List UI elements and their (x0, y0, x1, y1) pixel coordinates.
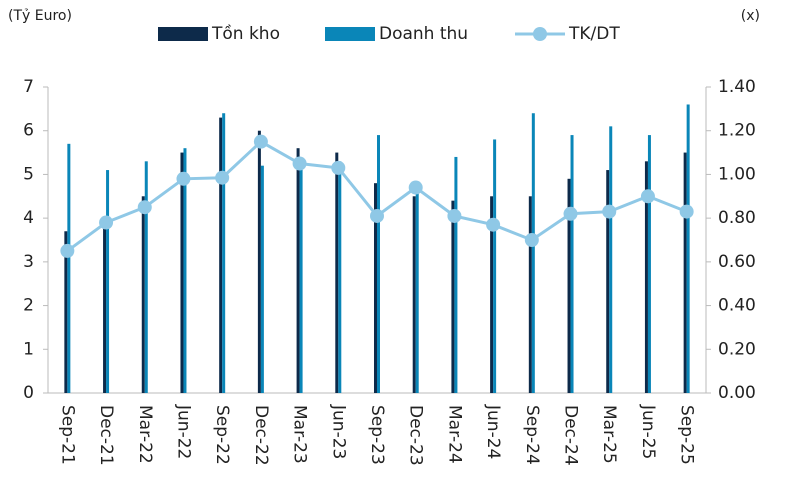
y-tick-label: 1 (23, 339, 34, 359)
bar (415, 183, 419, 393)
bar (64, 231, 68, 393)
bar (609, 126, 613, 393)
bar (106, 170, 110, 393)
x-tick-label: Mar-25 (599, 405, 619, 464)
bar (377, 135, 380, 394)
bar (338, 161, 342, 393)
x-tick-label: Jun-25 (638, 404, 658, 459)
marker (524, 233, 539, 247)
marker (563, 206, 578, 221)
y-tick-label: 5 (23, 164, 34, 184)
legend-swatch (325, 27, 375, 41)
marker (602, 204, 617, 219)
x-tick-label: Mar-24 (444, 405, 464, 464)
marker (292, 156, 307, 171)
y-axis-label: (Tỷ Euro) (8, 8, 72, 24)
legend-label: TK/DT (568, 24, 620, 44)
bar (683, 152, 687, 393)
y-tick-label: 7 (23, 77, 34, 97)
bar (454, 156, 458, 393)
x-tick-label: Dec-21 (96, 405, 116, 466)
marker (99, 215, 114, 230)
bar (374, 183, 377, 393)
bar (606, 170, 610, 393)
marker (408, 180, 423, 195)
bar (180, 152, 184, 393)
x-tick-label: Sep-22 (212, 405, 232, 465)
bar (493, 139, 497, 393)
y-tick-label: 2 (23, 296, 34, 316)
marker (370, 208, 384, 223)
bar (567, 178, 571, 393)
x-tick-label: Sep-23 (367, 405, 387, 465)
marker (640, 189, 655, 204)
x-tick-label: Dec-23 (406, 405, 426, 466)
marker (215, 170, 230, 185)
bar (141, 196, 145, 393)
x-tick-label: Sep-24 (522, 405, 542, 465)
bar (528, 196, 532, 393)
marker (176, 171, 191, 186)
bar (222, 113, 226, 393)
y2-axis-label: (x) (741, 8, 760, 24)
x-tick-label: Jun-23 (328, 404, 348, 459)
y-tick-label: 3 (23, 252, 34, 272)
marker (331, 160, 346, 175)
y2-tick-label: 0.20 (718, 339, 756, 359)
bar (257, 130, 261, 393)
y2-tick-label: 0.00 (718, 383, 756, 403)
bar (299, 161, 303, 393)
bar (144, 161, 148, 393)
bar (686, 104, 690, 393)
bar (570, 135, 574, 394)
bar (260, 165, 264, 393)
marker (679, 204, 694, 219)
bar (644, 161, 648, 393)
x-tick-label: Sep-21 (57, 405, 77, 465)
x-tick-label: Mar-23 (290, 405, 310, 464)
bar (183, 148, 187, 393)
legend-swatch (533, 27, 547, 41)
bar (451, 200, 455, 393)
y2-tick-label: 0.40 (718, 296, 756, 316)
y-tick-label: 4 (23, 208, 34, 228)
bar (490, 196, 494, 393)
marker (60, 243, 75, 258)
x-tick-label: Dec-24 (561, 405, 581, 466)
bar (103, 222, 107, 393)
bar (219, 117, 223, 393)
y2-tick-label: 0.60 (718, 252, 756, 272)
x-tick-label: Jun-22 (173, 404, 193, 459)
y2-tick-label: 1.40 (718, 77, 756, 97)
bar (412, 196, 416, 393)
x-tick-label: Jun-24 (483, 404, 503, 459)
legend-swatch (158, 27, 208, 41)
legend-label: Tồn kho (211, 23, 280, 44)
marker (253, 134, 268, 149)
bar (67, 143, 71, 393)
marker (137, 200, 152, 215)
y-tick-label: 0 (23, 383, 34, 403)
x-tick-label: Mar-22 (135, 405, 155, 464)
y2-tick-label: 1.00 (718, 164, 756, 184)
marker (447, 208, 462, 223)
bar (647, 135, 651, 394)
y2-tick-label: 1.20 (718, 121, 756, 141)
bar (296, 148, 300, 393)
x-tick-label: Dec-22 (251, 405, 271, 466)
bar (335, 152, 339, 393)
bar (531, 113, 535, 393)
marker (486, 217, 501, 232)
y-tick-label: 6 (23, 121, 34, 141)
y2-tick-label: 0.80 (718, 208, 756, 228)
legend-label: Doanh thu (379, 24, 468, 44)
x-tick-label: Sep-25 (677, 405, 697, 465)
